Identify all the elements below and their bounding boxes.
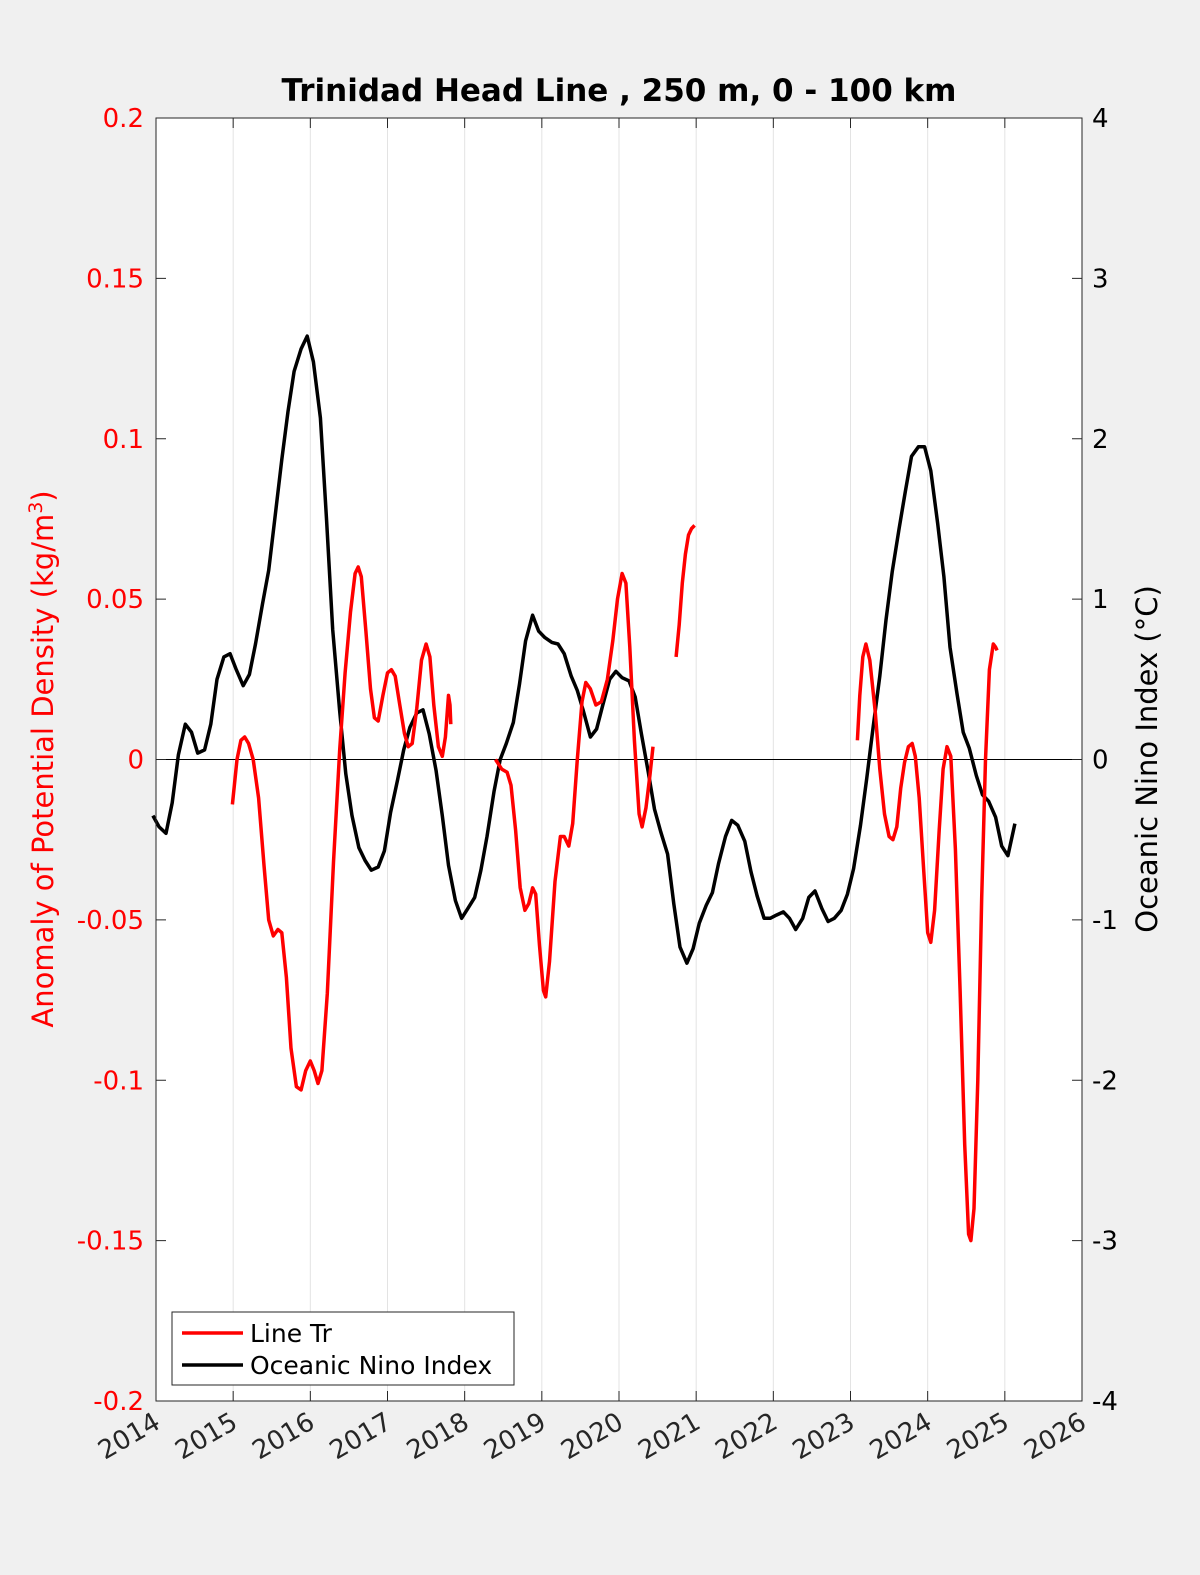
y-right-tick-label-6: 2 <box>1092 425 1109 455</box>
y-left-tick-label-7: 0.15 <box>86 264 144 294</box>
y-left-tick-label-5: 0.05 <box>86 585 144 615</box>
ticks-layer <box>155 117 1083 1402</box>
line-tr-series-segment-1 <box>494 571 655 999</box>
y-right-tick-label-5: 1 <box>1092 585 1109 615</box>
line-tr-series-segment-2 <box>674 524 696 658</box>
y-right-tick-label-8: 4 <box>1092 104 1109 134</box>
y-axis-left-label-superscript: 3 <box>25 502 47 514</box>
legend: Line Tr Oceanic Nino Index <box>171 1311 515 1386</box>
y-axis-right-label: Oceanic Nino Index (°C) <box>1130 585 1164 933</box>
series-layer <box>151 334 1017 1243</box>
chart-title: Trinidad Head Line , 250 m, 0 - 100 km <box>282 73 957 109</box>
y-left-tick-label-8: 0.2 <box>103 104 144 134</box>
y-left-tick-label-0: -0.2 <box>93 1387 144 1417</box>
y-left-tick-label-4: 0 <box>127 746 144 776</box>
y-right-tick-label-4: 0 <box>1092 746 1109 776</box>
legend-label-line-tr: Line Tr <box>250 1319 333 1348</box>
line-tr-series-segment-3 <box>855 642 999 1243</box>
y-left-tick-label-1: -0.15 <box>77 1227 144 1257</box>
legend-label-oni: Oceanic Nino Index <box>250 1351 492 1380</box>
oni-series-segment-0 <box>151 334 1017 965</box>
y-right-tick-label-2: -2 <box>1092 1066 1118 1096</box>
y-axis-left-label: Anomaly of Potential Density (kg/m3) <box>25 490 60 1027</box>
legend-box <box>171 1311 515 1386</box>
y-left-tick-label-3: -0.05 <box>77 906 144 936</box>
y-right-tick-label-1: -3 <box>1092 1227 1118 1257</box>
y-axis-left-label-close: ) <box>26 490 60 501</box>
y-right-tick-label-0: -4 <box>1092 1387 1118 1417</box>
y-right-tick-label-3: -1 <box>1092 906 1118 936</box>
y-left-tick-label-6: 0.1 <box>103 425 144 455</box>
y-right-tick-label-7: 3 <box>1092 264 1109 294</box>
line-tr-series-segment-0 <box>230 565 453 1092</box>
y-left-tick-label-2: -0.1 <box>93 1066 144 1096</box>
